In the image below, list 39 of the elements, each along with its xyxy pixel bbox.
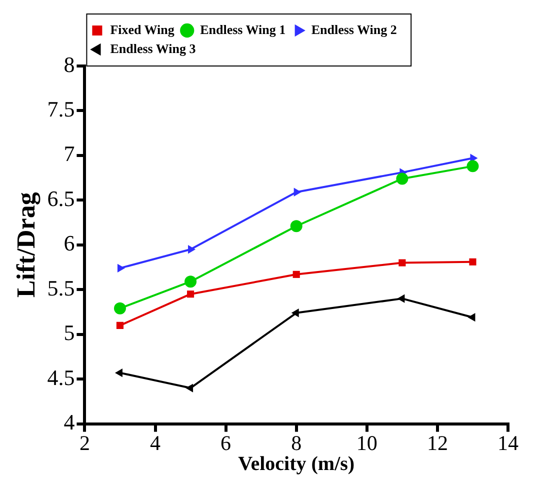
x-tick-label: 10 [356, 430, 378, 455]
x-tick-label: 4 [150, 430, 161, 455]
point [294, 188, 302, 196]
y-tick-label: 7 [64, 141, 75, 166]
point [114, 368, 122, 378]
x-tick-label: 14 [498, 430, 519, 455]
x-tick-label: 6 [220, 430, 232, 455]
point [117, 264, 125, 272]
point [397, 294, 405, 303]
x-axis-title: Velocity (m/s) [238, 453, 355, 476]
point [290, 220, 302, 232]
point [468, 313, 476, 322]
y-tick-label: 4 [64, 410, 75, 435]
legend-label: Fixed Wing [110, 22, 175, 37]
point [114, 302, 126, 314]
point [186, 290, 194, 298]
y-axis-title: Lift/Drag [11, 192, 40, 298]
point [398, 259, 406, 266]
y-tick-label: 8 [64, 52, 75, 77]
point [291, 308, 299, 318]
y-tick-label: 5.5 [47, 275, 75, 300]
x-tick-label: 2 [79, 430, 90, 455]
x-tick-label: 12 [426, 430, 448, 455]
y-tick-label: 7.5 [47, 96, 75, 122]
legend-label: Endless Wing 2 [311, 22, 397, 37]
point [292, 270, 300, 278]
point [186, 384, 194, 392]
point [184, 276, 197, 288]
point [466, 160, 479, 172]
point [396, 172, 408, 185]
y-tick-label: 4.5 [47, 364, 75, 390]
y-tick-label: 6.5 [47, 186, 75, 211]
legend-label: Endless Wing 3 [110, 40, 196, 56]
legend-label: Endless Wing 1 [200, 22, 286, 37]
y-tick-label: 5 [64, 320, 75, 346]
point [116, 322, 124, 329]
x-tick-label: 8 [291, 430, 302, 455]
y-tick-label: 6 [64, 230, 75, 256]
point [469, 258, 476, 266]
